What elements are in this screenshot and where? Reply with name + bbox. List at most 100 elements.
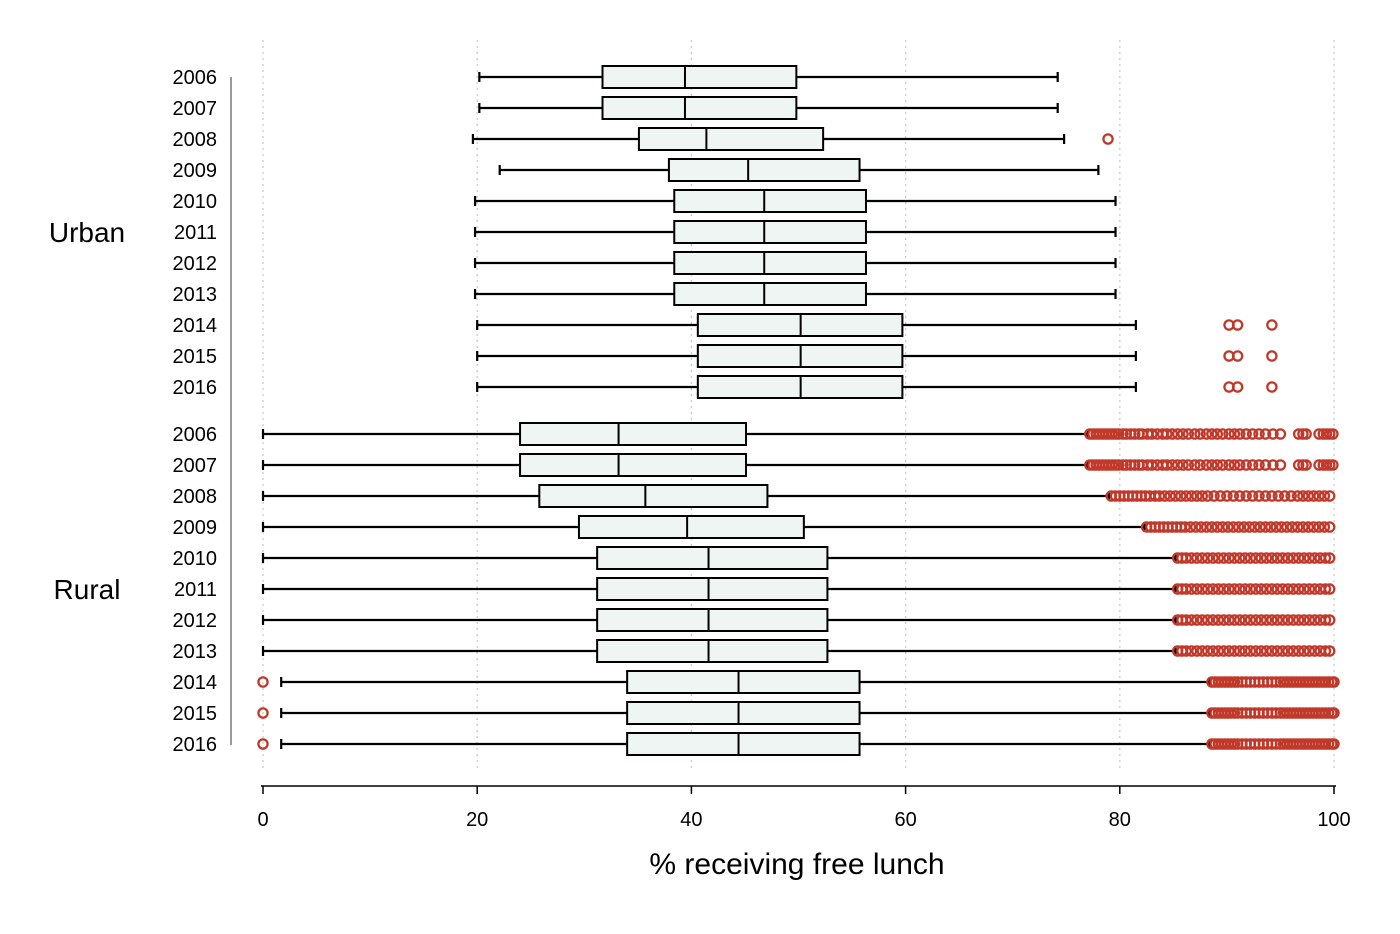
outlier-point [1189, 428, 1201, 440]
outlier-point [1328, 676, 1340, 688]
outlier-point [1191, 583, 1203, 595]
outlier-point [1191, 490, 1203, 502]
outlier-point [1102, 133, 1114, 145]
outlier-point [1223, 552, 1235, 564]
outlier-point [1265, 521, 1277, 533]
box-row [261, 608, 1336, 632]
outlier-point [1298, 552, 1310, 564]
outlier-point [1112, 459, 1125, 471]
box-row [257, 701, 1340, 725]
outlier-point [257, 676, 269, 688]
outlier-point [1207, 583, 1219, 595]
outlier-point [1185, 490, 1198, 502]
outlier-point [1207, 645, 1219, 657]
iqr-box [596, 546, 829, 570]
iqr-box [667, 158, 861, 182]
year-label: 2008 [173, 486, 218, 508]
outlier-point [1206, 428, 1218, 440]
iqr-box [673, 251, 867, 275]
outlier-point [1217, 552, 1230, 564]
outlier-point [1228, 583, 1241, 595]
outlier-point [1228, 614, 1241, 626]
box-row [261, 453, 1339, 477]
outlier-point [1291, 490, 1304, 502]
outlier-point [1323, 521, 1336, 533]
outlier-point [1319, 645, 1332, 657]
outlier-point [1182, 428, 1195, 440]
outlier-point [1298, 645, 1310, 657]
outlier-point [1266, 319, 1278, 331]
x-tick-label: 20 [466, 809, 488, 831]
outlier-point [1234, 459, 1246, 471]
outlier-point [1234, 552, 1246, 564]
outlier-point [257, 707, 269, 719]
outlier-point [1146, 428, 1158, 440]
iqr-box [673, 189, 867, 213]
outlier-point [1166, 459, 1179, 471]
outlier-point [1212, 614, 1225, 626]
outlier-point [1180, 614, 1192, 626]
iqr-box [673, 220, 867, 244]
outlier-point [1298, 614, 1310, 626]
outlier-point [1169, 490, 1182, 502]
outlier-point [1266, 645, 1278, 657]
outlier-point [1208, 490, 1220, 502]
outlier-point [1194, 428, 1206, 440]
outlier-point [1217, 645, 1230, 657]
outlier-point [1200, 459, 1213, 471]
iqr-box [673, 282, 867, 306]
outlier-point [1231, 350, 1244, 362]
outlier-point [1250, 614, 1262, 626]
outlier-point [1319, 614, 1332, 626]
outlier-point [1239, 583, 1251, 595]
outlier-point [1200, 521, 1213, 533]
outlier-point [1271, 614, 1283, 626]
outlier-point [1260, 552, 1273, 564]
outlier-point [1196, 552, 1209, 564]
outlier-point [1217, 614, 1230, 626]
year-label: 2007 [173, 98, 218, 120]
outlier-point [1282, 552, 1294, 564]
outlier-point [1266, 381, 1278, 393]
outlier-point [1228, 428, 1241, 440]
outlier-point [1206, 459, 1218, 471]
outlier-point [1240, 428, 1252, 440]
iqr-box [538, 484, 769, 508]
box-row [478, 96, 1059, 120]
outlier-point [1232, 521, 1245, 533]
iqr-box [601, 65, 798, 89]
outlier-point [1201, 490, 1214, 502]
outlier-point [1278, 490, 1291, 502]
outlier-point [1267, 428, 1279, 440]
outlier-point [1282, 614, 1294, 626]
outlier-point [1191, 645, 1203, 657]
outlier-point [1171, 459, 1184, 471]
row-labels: Urban 2006 2007 2008 2009 2010 2011 2012 2013 201… [49, 67, 232, 756]
iqr-box [519, 422, 748, 446]
outlier-point [1292, 614, 1305, 626]
outlier-point [1253, 490, 1265, 502]
outlier-point [1129, 459, 1141, 471]
outlier-point [1302, 490, 1315, 502]
outlier-point [1328, 738, 1340, 750]
outlier-point [1248, 521, 1261, 533]
box-row [473, 282, 1117, 306]
outlier-point [1323, 583, 1336, 595]
outlier-point [1300, 459, 1312, 471]
outlier-point [1327, 459, 1339, 471]
year-label: 2010 [173, 191, 218, 213]
outlier-point [1308, 645, 1321, 657]
outlier-point [1259, 490, 1272, 502]
outlier-point [1239, 552, 1251, 564]
outlier-point [1253, 459, 1265, 471]
outlier-point [1244, 583, 1257, 595]
x-tick-label: 0 [257, 809, 268, 831]
outlier-point [1276, 645, 1289, 657]
outlier-point [1177, 459, 1189, 471]
year-label: 2011 [174, 222, 217, 244]
outlier-point [1189, 459, 1201, 471]
outlier-point [1180, 552, 1192, 564]
outlier-point [1238, 521, 1250, 533]
outlier-point [1211, 428, 1224, 440]
outlier-point [1281, 521, 1293, 533]
